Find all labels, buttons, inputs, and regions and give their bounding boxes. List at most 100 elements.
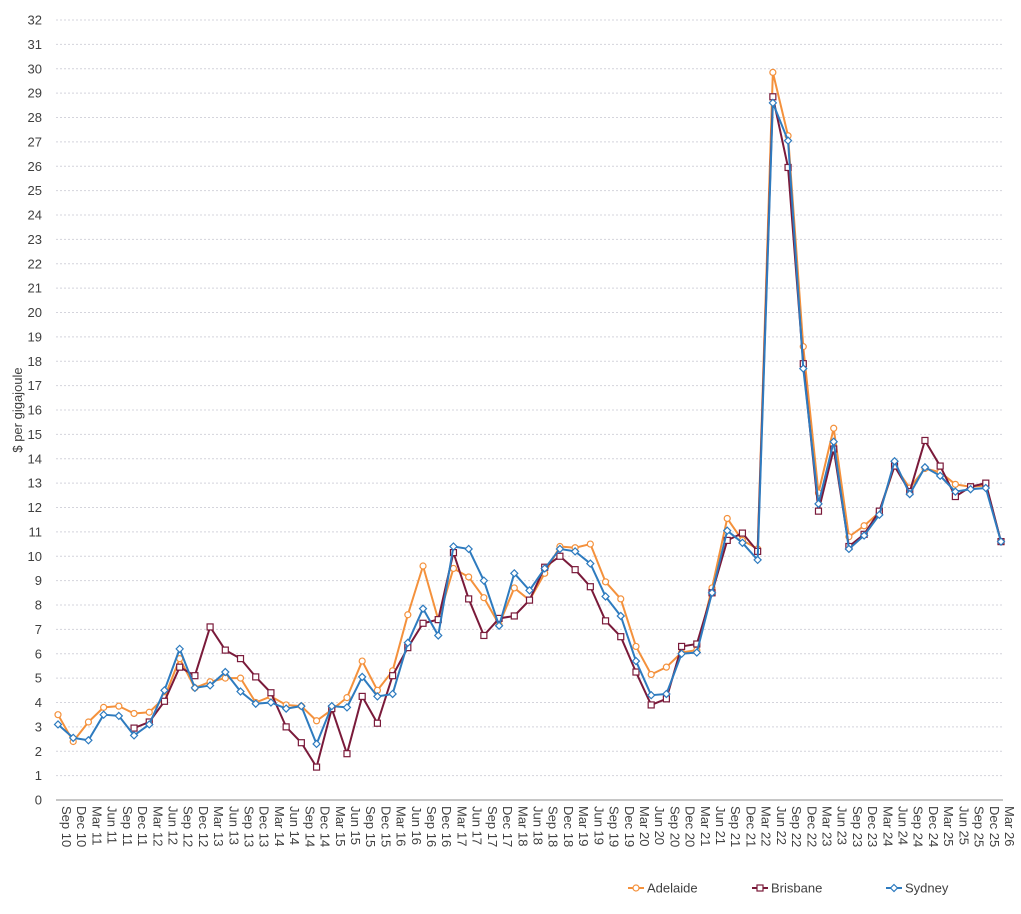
x-tick-label: Sep 23 bbox=[850, 806, 865, 847]
x-tick-label: Jun 22 bbox=[774, 806, 789, 845]
x-tick-label: Jun 14 bbox=[287, 806, 302, 845]
x-tick-label: Dec 24 bbox=[926, 806, 941, 847]
data-point-brisbane bbox=[480, 631, 488, 640]
y-tick-label: 23 bbox=[28, 232, 42, 247]
y-tick-label: 7 bbox=[35, 622, 42, 637]
data-point-sydney bbox=[753, 555, 762, 565]
y-tick-label: 17 bbox=[28, 378, 42, 393]
data-point-sydney bbox=[707, 588, 717, 598]
legend-item-adelaide: Adelaide bbox=[628, 881, 698, 896]
x-tick-label: Dec 14 bbox=[318, 806, 333, 847]
x-tick-label: Jun 17 bbox=[470, 806, 485, 845]
data-point-sydney bbox=[585, 559, 595, 568]
data-point-sydney bbox=[266, 698, 276, 707]
x-tick-label: Dec 23 bbox=[865, 806, 880, 847]
data-point-adelaide bbox=[617, 595, 625, 603]
data-point-brisbane bbox=[419, 619, 427, 627]
data-point-sydney bbox=[874, 510, 884, 520]
x-tick-label: Dec 21 bbox=[743, 806, 758, 847]
y-tick-label: 8 bbox=[35, 598, 42, 613]
y-tick-label: 28 bbox=[28, 110, 42, 125]
x-tick-label: Mar 15 bbox=[333, 806, 348, 846]
data-point-sydney bbox=[996, 537, 1006, 546]
data-point-brisbane bbox=[601, 617, 610, 625]
legend-label: Adelaide bbox=[647, 881, 698, 896]
data-point-brisbane bbox=[267, 689, 275, 697]
x-tick-label: Sep 17 bbox=[485, 806, 500, 847]
legend-marker bbox=[632, 884, 640, 892]
x-tick-label: Sep 13 bbox=[242, 806, 257, 847]
data-point-sydney bbox=[692, 648, 702, 657]
data-point-brisbane bbox=[525, 596, 534, 604]
x-tick-label: Dec 16 bbox=[439, 806, 454, 847]
data-point-sydney bbox=[798, 364, 808, 373]
data-point-adelaide bbox=[662, 663, 670, 671]
data-point-sydney bbox=[418, 604, 428, 614]
data-point-sydney bbox=[114, 711, 124, 721]
y-tick-label: 2 bbox=[35, 744, 42, 759]
x-tick-label: Dec 12 bbox=[196, 806, 211, 847]
data-point-adelaide bbox=[465, 573, 473, 581]
x-tick-label: Dec 18 bbox=[561, 806, 576, 847]
y-tick-label: 30 bbox=[28, 61, 42, 76]
y-tick-label: 29 bbox=[28, 86, 42, 101]
x-tick-label: Jun 18 bbox=[531, 806, 546, 845]
data-point-sydney bbox=[357, 672, 367, 682]
data-point-sydney bbox=[966, 484, 975, 494]
data-point-sydney bbox=[631, 656, 641, 666]
data-point-sydney bbox=[662, 689, 671, 699]
x-tick-label: Jun 12 bbox=[165, 806, 180, 845]
x-tick-label: Sep 11 bbox=[120, 806, 135, 846]
series-sydney bbox=[53, 98, 1006, 749]
data-point-sydney bbox=[160, 685, 169, 695]
data-point-adelaide bbox=[723, 514, 731, 523]
data-point-brisbane bbox=[176, 663, 184, 671]
data-point-sydney bbox=[373, 692, 382, 701]
x-tick-label: Mar 21 bbox=[698, 806, 713, 846]
data-point-adelaide bbox=[312, 717, 321, 725]
x-tick-label: Jun 21 bbox=[713, 806, 728, 845]
data-point-sydney bbox=[890, 456, 899, 466]
data-point-brisbane bbox=[130, 724, 138, 732]
x-tick-label: Mar 19 bbox=[576, 806, 591, 846]
y-tick-label: 22 bbox=[28, 256, 42, 271]
data-point-sydney bbox=[84, 735, 93, 745]
data-point-brisbane bbox=[556, 552, 564, 560]
x-tick-label: Dec 15 bbox=[378, 806, 393, 847]
data-point-sydney bbox=[342, 703, 352, 712]
y-tick-label: 15 bbox=[28, 427, 42, 442]
data-point-adelaide bbox=[54, 711, 62, 719]
gridlines bbox=[56, 19, 1003, 777]
data-point-sydney bbox=[555, 544, 565, 554]
data-point-brisbane bbox=[677, 642, 686, 651]
data-point-sydney bbox=[220, 667, 230, 677]
data-point-brisbane bbox=[191, 672, 199, 680]
data-point-brisbane bbox=[343, 750, 351, 758]
y-tick-label: 0 bbox=[35, 793, 42, 808]
x-tick-label: Mar 25 bbox=[941, 806, 956, 846]
x-tick-label: Sep 22 bbox=[789, 806, 804, 847]
data-point-sydney bbox=[601, 592, 610, 601]
x-tick-label: Jun 19 bbox=[591, 806, 606, 845]
data-point-brisbane bbox=[571, 566, 579, 574]
y-tick-labels: 0123456789101112131415161718192021222324… bbox=[28, 13, 42, 808]
data-point-sydney bbox=[814, 499, 823, 509]
data-point-sydney bbox=[935, 471, 945, 481]
data-point-brisbane bbox=[814, 507, 823, 515]
data-point-brisbane bbox=[206, 623, 214, 631]
data-point-sydney bbox=[479, 576, 489, 585]
data-point-sydney bbox=[297, 701, 306, 711]
data-point-adelaide bbox=[145, 708, 153, 716]
x-tick-label: Dec 22 bbox=[804, 806, 819, 847]
data-point-sydney bbox=[783, 136, 793, 146]
x-tick-label: Mar 17 bbox=[454, 806, 469, 846]
data-point-adelaide bbox=[647, 670, 655, 679]
data-point-brisbane bbox=[936, 462, 944, 470]
x-tick-label: Sep 12 bbox=[181, 806, 196, 847]
data-point-sydney bbox=[829, 437, 839, 447]
x-tick-label: Sep 19 bbox=[607, 806, 622, 847]
x-tick-label: Mar 24 bbox=[880, 806, 895, 846]
series-line-brisbane bbox=[133, 95, 1002, 769]
